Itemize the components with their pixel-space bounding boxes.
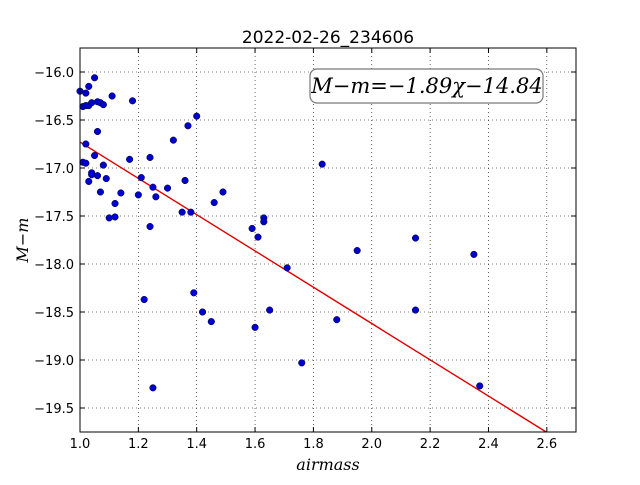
data-point — [117, 189, 125, 197]
data-point — [140, 295, 148, 304]
data-point — [128, 97, 137, 105]
data-point — [146, 223, 154, 231]
tick-labels: 1.0 1.2 1.4 1.6 1.8 2.0 2.2 2.4 2.6 −16.0 −16.5 −17… — [34, 66, 557, 452]
data-point — [254, 233, 262, 241]
data-point — [82, 159, 90, 167]
annotation-box — [309, 68, 544, 104]
data-point — [219, 188, 227, 196]
data-point — [476, 382, 484, 390]
y-tick-label: −16.5 — [34, 114, 74, 129]
data-point — [152, 193, 160, 201]
data-point — [198, 308, 207, 316]
data-point — [470, 250, 478, 258]
x-tick-label: 2.0 — [361, 437, 382, 452]
y-tick-label: −17.0 — [34, 162, 74, 177]
x-tick-label: 1.0 — [70, 437, 91, 452]
data-point — [99, 161, 107, 169]
data-point — [85, 82, 93, 90]
data-point — [251, 323, 259, 331]
data-point — [260, 218, 268, 226]
data-point — [190, 289, 198, 297]
data-point — [207, 318, 215, 326]
x-tick-label: 2.4 — [478, 437, 499, 452]
data-point — [134, 191, 142, 199]
axis-ticks — [79, 48, 576, 432]
data-point — [126, 155, 134, 163]
annotation-text: M−m=−1.89χ−14.84 — [310, 74, 542, 98]
data-point — [149, 183, 157, 191]
data-point — [248, 224, 256, 233]
y-tick-label: −17.5 — [34, 210, 74, 225]
data-point — [184, 122, 192, 130]
data-point — [82, 140, 90, 148]
y-tick-label: −19.0 — [34, 354, 74, 369]
data-points — [76, 74, 484, 392]
data-point — [82, 89, 90, 97]
fit-line-group — [79, 141, 547, 433]
data-point — [283, 264, 291, 272]
data-point — [163, 184, 172, 192]
data-point — [99, 101, 107, 109]
data-point — [169, 136, 177, 144]
x-tick-label: 1.2 — [128, 437, 149, 452]
x-tick-label: 1.4 — [186, 437, 207, 452]
y-tick-label: −18.0 — [34, 258, 74, 273]
x-tick-label: 2.2 — [420, 437, 441, 452]
data-point — [111, 199, 119, 208]
data-point — [105, 214, 113, 222]
data-point — [353, 247, 361, 255]
data-point — [178, 208, 186, 216]
data-point — [93, 172, 102, 180]
grid — [79, 48, 576, 432]
data-point — [137, 174, 145, 182]
data-point — [193, 112, 201, 120]
data-point — [91, 151, 99, 160]
data-point — [210, 199, 218, 207]
plot-frame — [79, 47, 577, 433]
data-point — [91, 74, 99, 82]
data-point — [85, 177, 93, 185]
data-point — [266, 306, 274, 314]
data-point — [111, 213, 119, 221]
data-point — [88, 99, 96, 107]
x-tick-label: 1.8 — [303, 437, 324, 452]
data-point — [93, 127, 102, 136]
data-point — [298, 359, 306, 367]
data-point — [102, 175, 110, 183]
y-tick-label: −19.5 — [34, 402, 74, 417]
data-point — [146, 153, 154, 161]
chart-title: 2022-02-26_234606 — [242, 28, 414, 48]
data-point — [181, 176, 189, 185]
y-tick-label: −16.0 — [34, 66, 74, 81]
data-point — [96, 188, 104, 196]
x-tick-label: 1.6 — [245, 437, 266, 452]
data-point — [318, 160, 326, 168]
fit-annotation: M−m=−1.89χ−14.84 — [309, 68, 544, 104]
data-point — [187, 208, 195, 216]
data-point — [108, 92, 116, 100]
data-point — [333, 316, 341, 324]
data-point — [149, 384, 157, 392]
data-point — [411, 306, 420, 314]
y-tick-label: −18.5 — [34, 306, 74, 321]
x-axis-label: airmass — [296, 455, 359, 474]
data-point — [88, 171, 96, 179]
x-tick-label: 2.6 — [536, 437, 557, 452]
data-point — [411, 234, 420, 242]
y-axis-label: M−m — [13, 218, 32, 264]
fit-line — [79, 141, 547, 433]
